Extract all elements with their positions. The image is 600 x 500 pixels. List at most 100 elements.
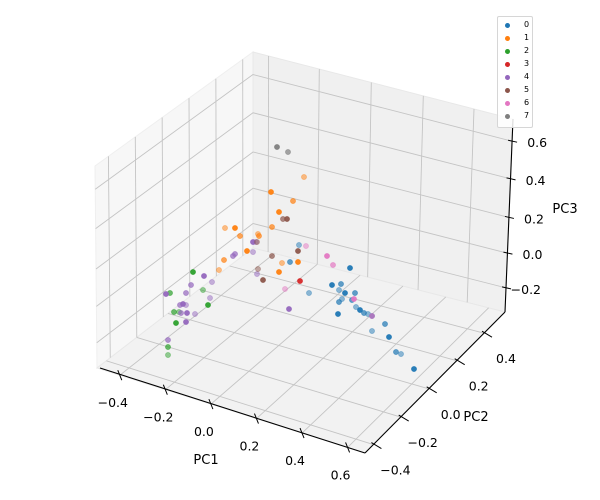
z-axis-label: PC3 [552,202,577,217]
y-tick-label: 0.4 [496,351,516,366]
data-point-series-3 [297,278,303,284]
data-point-series-6 [351,296,357,302]
x-tick-label: 0.2 [240,439,260,454]
legend-marker-icon [505,49,510,54]
data-point-series-4 [183,290,189,296]
data-point-series-5 [280,216,286,222]
data-point-series-4 [192,311,198,317]
data-point-series-1 [216,267,222,273]
z-tick-label: −0.2 [511,282,541,297]
legend: 0 1 2 3 4 5 6 7 [497,16,533,128]
z-axis-line [504,118,514,313]
x-tick-label: −0.4 [98,395,128,410]
data-point-series-2 [165,352,171,358]
data-point-series-0 [393,349,399,355]
legend-label: 5 [524,85,530,94]
y-axis-label: PC2 [463,410,488,425]
data-point-series-1 [295,259,301,265]
data-point-series-4 [230,253,236,259]
data-point-series-4 [201,273,207,279]
data-point-series-6 [324,253,330,259]
data-point-series-5 [260,277,266,283]
legend-label: 6 [524,98,530,107]
legend-marker-icon [505,88,510,93]
legend-label: 2 [524,46,530,55]
data-point-series-1 [290,198,296,204]
data-point-series-1 [279,260,285,266]
data-point-series-0 [296,242,302,248]
legend-marker-icon [505,101,510,106]
x-axis-line [99,367,366,454]
legend-label: 1 [524,33,530,42]
legend-marker-icon [505,62,510,67]
data-point-series-0 [336,287,342,293]
legend-label: 3 [524,59,530,68]
data-point-series-0 [287,259,293,265]
data-point-series-1 [221,257,227,263]
z-tick-label: 0.4 [526,173,546,188]
data-points [163,144,417,372]
data-point-series-1 [222,225,228,231]
data-point-series-4 [165,337,171,343]
x-axis-label: PC1 [193,453,218,468]
x-tick-label: 0.0 [194,424,214,439]
x-tick-label: 0.4 [285,453,305,468]
legend-marker-icon [505,75,510,80]
data-point-series-4 [177,302,183,308]
z-tick-label: 0.6 [527,135,547,150]
data-point-series-0 [411,366,417,372]
y-tick-label: 0.2 [469,379,489,394]
data-point-series-0 [329,282,335,288]
data-point-series-1 [244,248,250,254]
data-point-series-4 [184,310,190,316]
legend-item-1: 1 [498,32,532,45]
data-point-series-5 [295,248,301,254]
y-tick-label: −0.4 [380,463,410,478]
data-point-series-4 [209,279,215,285]
data-point-series-1 [237,233,243,239]
data-point-series-0 [306,290,312,296]
data-point-series-2 [173,320,179,326]
data-point-series-7 [274,144,280,150]
data-point-series-4 [286,306,292,312]
data-point-series-1 [276,269,282,275]
data-point-series-0 [338,281,344,287]
data-point-series-4 [188,282,194,288]
legend-item-5: 5 [498,84,532,97]
data-point-series-2 [200,287,206,293]
data-point-series-4 [178,310,184,316]
data-point-series-2 [165,344,171,350]
data-point-series-4 [183,302,189,308]
data-point-series-6 [282,286,288,292]
data-point-series-0 [369,328,375,334]
x-tick-label: 0.6 [331,467,351,482]
data-point-series-4 [207,295,213,301]
data-point-series-6 [303,243,309,249]
gridlines [94,56,513,448]
axis-lines [99,118,514,454]
data-point-series-1 [301,174,307,180]
data-point-series-2 [205,302,211,308]
data-point-series-0 [352,290,358,296]
data-point-series-0 [342,290,348,296]
data-point-series-0 [339,296,345,302]
data-point-series-0 [335,311,341,317]
data-point-series-0 [382,321,388,327]
data-point-series-1 [232,225,238,231]
data-point-series-1 [256,233,262,239]
axis-ticks: −0.4−0.20.00.20.40.6 −0.4−0.20.00.20.4−0.… [98,135,548,482]
data-point-series-4 [250,249,256,255]
data-point-series-1 [276,209,282,215]
data-point-series-7 [285,149,291,155]
y-tick-label: −0.2 [408,435,438,450]
data-point-series-6 [330,262,336,268]
legend-marker-icon [505,114,510,119]
data-point-series-1 [269,224,275,230]
legend-item-6: 6 [498,97,532,110]
legend-item-7: 7 [498,110,532,123]
data-point-series-0 [386,334,392,340]
y-axis-line [364,311,506,454]
axes-panes [94,51,514,454]
legend-label: 0 [524,20,530,29]
